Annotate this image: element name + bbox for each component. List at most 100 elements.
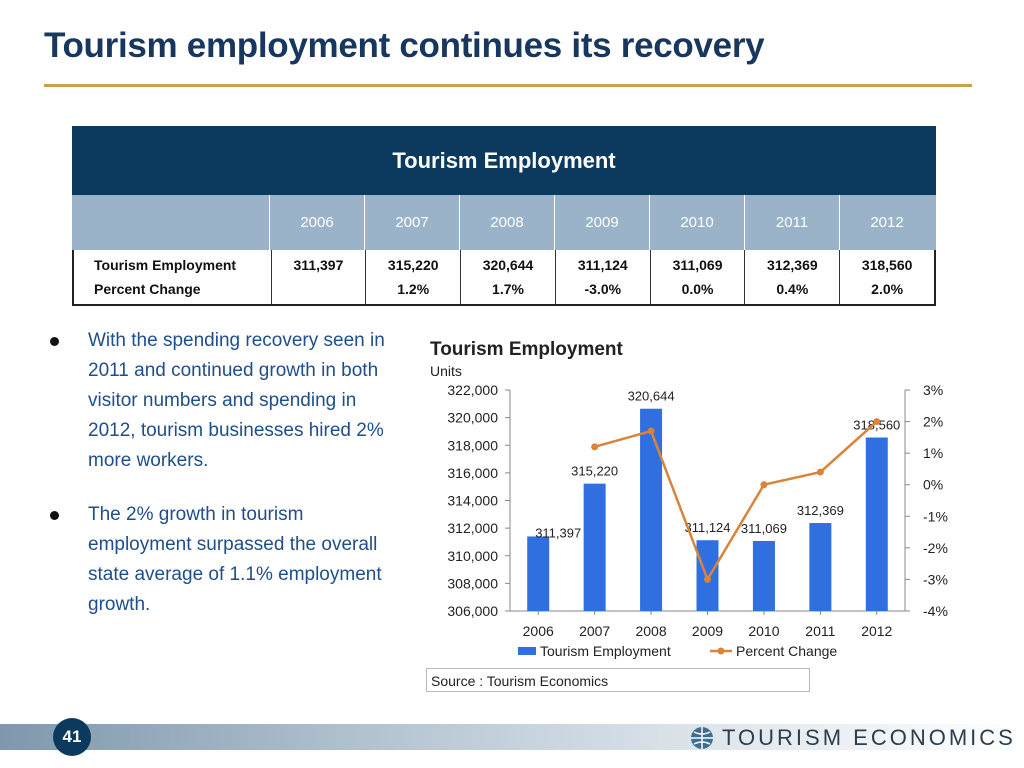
percent-change-point [873, 418, 881, 426]
table-header: Tourism Employment [72, 126, 936, 195]
y-tick-label: 320,000 [447, 410, 498, 426]
y2-tick-label: -2% [923, 540, 948, 556]
bullet-text: The 2% growth in tourism employment surp… [88, 504, 382, 615]
table-cell: 2.0% [871, 281, 904, 297]
table-column: 318,560 2.0% [840, 250, 934, 304]
year-header: 2008 [460, 195, 555, 250]
source-note: Source : Tourism Economics [426, 668, 810, 692]
y-tick-label: 306,000 [447, 603, 498, 619]
employment-chart: Tourism Employment Units 306,000 308,000 310… [430, 339, 948, 659]
bullet-item: The 2% growth in tourism employment surp… [44, 500, 404, 620]
table-cell: -3.0% [584, 281, 622, 297]
y-tick-label: 318,000 [447, 437, 498, 453]
percent-change-point [816, 468, 824, 476]
footer-bar [0, 724, 1024, 750]
row-label: Tourism Employment [94, 257, 237, 273]
bar-data-label: 311,124 [684, 520, 730, 535]
y-tick-label: 322,000 [447, 382, 498, 398]
table-cell: 0.4% [776, 281, 809, 297]
legend-line-marker [717, 647, 725, 655]
chart-bar [696, 540, 719, 611]
chart-bar [809, 523, 832, 611]
year-header: 2012 [870, 214, 904, 231]
legend-label: Percent Change [736, 643, 837, 659]
y2-tick-label: 2% [923, 414, 943, 430]
logo-text: TOURISM ECONOMICS [722, 725, 1016, 750]
chart-bar [865, 437, 888, 611]
table-column: 312,369 0.4% [745, 250, 841, 304]
year-header: 2007 [365, 195, 460, 250]
y-tick-label: 312,000 [447, 520, 498, 536]
y-tick-label: 314,000 [447, 493, 498, 509]
row-label-column: Tourism Employment Percent Change [74, 250, 272, 304]
bullet-text: With the spending recovery seen in 2011 … [88, 330, 385, 471]
x-tick-label: 2011 [805, 623, 835, 639]
table-column: 320,644 1.7% [461, 250, 556, 304]
year-header-row: 2006 2007 2008 2009 2010 2011 2012 [72, 195, 936, 250]
bar-data-label: 312,369 [797, 503, 844, 518]
table-cell: 320,644 [482, 257, 534, 273]
bar-data-label: 311,397 [535, 525, 581, 540]
table-column: 311,124 -3.0% [556, 250, 651, 304]
y2-tick-label: -1% [923, 508, 948, 524]
globe-icon [691, 727, 713, 749]
y-tick-label: 310,000 [447, 548, 498, 564]
year-header: 2011 [745, 195, 840, 250]
table-cell: 311,397 [293, 257, 344, 273]
table-column: 315,220 1.2% [366, 250, 462, 304]
x-tick-label: 2008 [635, 623, 666, 639]
x-tick-label: 2010 [748, 623, 779, 639]
y-tick-label: 316,000 [447, 465, 498, 481]
title-divider [44, 84, 972, 87]
year-header: 2009 [555, 195, 650, 250]
table-cell: 1.7% [492, 281, 524, 297]
chart-bar [752, 540, 775, 611]
page-number: 41 [53, 718, 91, 756]
x-tick-label: 2009 [692, 623, 723, 639]
bullet-item: With the spending recovery seen in 2011 … [44, 326, 404, 476]
bar-data-label: 311,069 [741, 521, 787, 536]
table-cell [272, 277, 366, 301]
bullet-list: With the spending recovery seen in 2011 … [44, 326, 404, 644]
year-header: 2010 [650, 195, 745, 250]
table-cell: 318,560 [861, 257, 913, 273]
bar-data-label: 320,644 [628, 389, 675, 404]
table-cell: 311,069 [672, 257, 723, 273]
table-column: 311,069 0.0% [651, 250, 746, 304]
chart-bar [583, 483, 606, 611]
chart-bar [640, 408, 663, 611]
year-header: 2006 [270, 195, 365, 250]
chart-y-label: Units [430, 363, 462, 379]
chart-bar [527, 536, 550, 611]
table-cell: 312,369 [767, 257, 818, 273]
employment-table: Tourism Employment 2006 2007 2008 2009 2… [72, 126, 936, 306]
percent-change-point [704, 575, 711, 583]
row-label: Percent Change [94, 281, 201, 297]
legend-label: Tourism Employment [540, 643, 671, 659]
y2-tick-label: -3% [923, 571, 948, 587]
x-tick-label: 2007 [579, 623, 610, 639]
x-tick-label: 2006 [523, 623, 554, 639]
bullet-icon [50, 511, 59, 520]
y2-tick-label: 3% [923, 382, 943, 398]
y2-tick-label: 1% [923, 445, 943, 461]
bar-data-label: 315,220 [571, 464, 618, 479]
table-cell: 0.0% [681, 281, 714, 297]
percent-change-point [591, 443, 599, 451]
company-logo: TOURISM ECONOMICS [688, 724, 1016, 752]
chart-title: Tourism Employment [430, 339, 624, 360]
x-tick-label: 2012 [861, 623, 892, 639]
y2-tick-label: 0% [923, 477, 943, 493]
year-header-blank [72, 195, 270, 250]
percent-change-line [594, 420, 878, 583]
percent-change-point [647, 427, 655, 435]
percent-change-point [760, 481, 768, 489]
table-body: Tourism Employment Percent Change 311,39… [72, 250, 936, 306]
bullet-icon [50, 337, 59, 346]
legend-bar-swatch [518, 647, 536, 655]
table-cell: 315,220 [387, 257, 439, 273]
table-cell: 311,124 [577, 257, 628, 273]
table-cell: 1.2% [397, 281, 430, 297]
table-column: 311,397 [272, 250, 367, 304]
slide-title: Tourism employment continues its recover… [44, 26, 765, 65]
